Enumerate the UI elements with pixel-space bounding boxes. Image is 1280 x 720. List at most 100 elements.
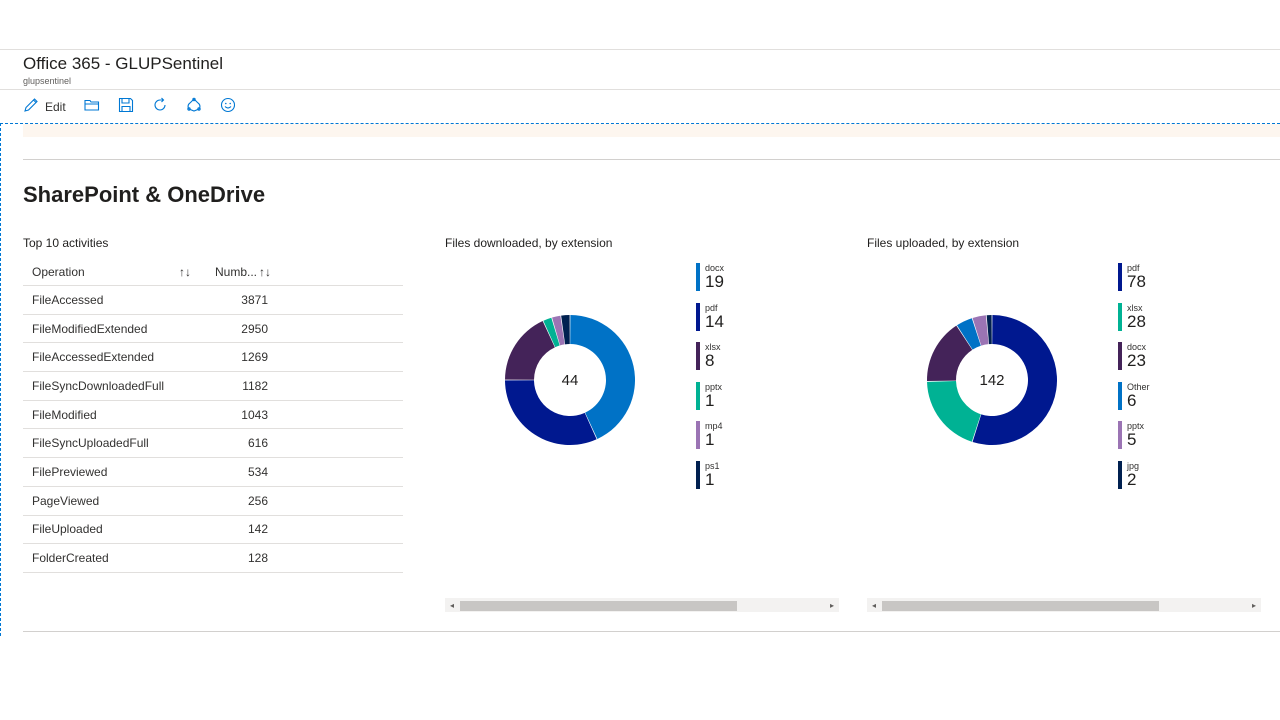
scrollbar-thumb[interactable] bbox=[882, 601, 1159, 611]
selection-border-top bbox=[0, 123, 1280, 124]
cell-operation: FileModified bbox=[32, 407, 97, 422]
legend-item[interactable]: docx 19 bbox=[696, 263, 756, 303]
donut-slice-pdf[interactable] bbox=[505, 380, 597, 445]
legend-item[interactable]: mp4 1 bbox=[696, 421, 756, 461]
header-divider bbox=[0, 89, 1280, 90]
legend-value: 78 bbox=[1127, 272, 1146, 291]
legend-item[interactable]: pdf 14 bbox=[696, 302, 756, 343]
donut-slice-xlsx[interactable] bbox=[927, 381, 981, 442]
sort-icon[interactable]: ↑↓ bbox=[179, 264, 191, 279]
column-header-operation[interactable]: Operation ↑↓ bbox=[23, 265, 201, 279]
cell-count: 616 bbox=[247, 436, 268, 451]
table-row[interactable]: FileSyncDownloadedFull 1182 bbox=[23, 372, 403, 401]
downloads-legend: docx 19 pdf 14 xlsx 8 pptx 1 mp4 1 ps1 1 bbox=[696, 263, 756, 500]
legend-label: pptx bbox=[1127, 421, 1145, 431]
legend-item[interactable]: xlsx 8 bbox=[696, 342, 756, 382]
cell-count: 3871 bbox=[241, 292, 268, 307]
legend-swatch bbox=[1118, 381, 1122, 410]
cell-operation: FileSyncDownloadedFull bbox=[32, 378, 165, 393]
column-header-number[interactable]: Numb... ↑↓ bbox=[201, 265, 271, 279]
scroll-right-icon[interactable]: ▸ bbox=[829, 601, 834, 610]
donut-slice-ps1[interactable] bbox=[561, 315, 570, 345]
legend-value: 14 bbox=[705, 311, 724, 331]
table-row[interactable]: FileAccessedExtended 1269 bbox=[23, 343, 403, 373]
cell-count: 1269 bbox=[241, 350, 268, 365]
table-row[interactable]: FolderCreated 128 bbox=[23, 544, 403, 573]
downloads-donut-svg bbox=[505, 315, 635, 445]
donut-slice-pdf[interactable] bbox=[972, 315, 1057, 445]
uploads-donut-svg bbox=[927, 315, 1057, 445]
open-button[interactable] bbox=[84, 97, 100, 117]
table-row[interactable]: FileAccessed 3871 bbox=[23, 286, 403, 315]
dashboard-subtitle: glupsentinel bbox=[23, 76, 72, 86]
cell-count: 142 bbox=[247, 522, 268, 537]
scroll-right-icon[interactable]: ▸ bbox=[1251, 601, 1256, 610]
table-row[interactable]: FileUploaded 142 bbox=[23, 516, 403, 545]
cell-operation: FolderCreated bbox=[32, 551, 109, 566]
donut-slice-docx[interactable] bbox=[570, 315, 635, 439]
scroll-left-icon[interactable]: ◂ bbox=[450, 601, 455, 610]
smiley-icon bbox=[220, 97, 236, 118]
table-row[interactable]: FileModifiedExtended 2950 bbox=[23, 315, 403, 344]
column-label-operation: Operation bbox=[32, 264, 85, 279]
legend-item[interactable]: pptx 1 bbox=[696, 381, 756, 422]
legend-value: 1 bbox=[705, 430, 715, 449]
share-icon bbox=[186, 97, 202, 118]
legend-item[interactable]: xlsx 28 bbox=[1118, 302, 1178, 343]
table-row[interactable]: FilePreviewed 534 bbox=[23, 458, 403, 487]
toolbar: Edit bbox=[23, 97, 254, 117]
activities-table: Operation ↑↓ Numb... ↑↓ FileAccessed 3871… bbox=[23, 258, 403, 573]
cell-count: 256 bbox=[247, 493, 268, 508]
table-row[interactable]: FileSyncUploadedFull 616 bbox=[23, 429, 403, 459]
sort-icon[interactable]: ↑↓ bbox=[259, 264, 271, 279]
legend-label: xlsx bbox=[1127, 302, 1143, 313]
downloads-scrollbar[interactable]: ◂ ▸ bbox=[445, 598, 839, 612]
donut-slice-jpg[interactable] bbox=[986, 315, 992, 345]
donut-slice-pptx[interactable] bbox=[972, 315, 989, 346]
legend-item[interactable]: pptx 5 bbox=[1118, 421, 1178, 461]
legend-swatch bbox=[696, 421, 700, 449]
table-row[interactable]: FileModified 1043 bbox=[23, 401, 403, 430]
activities-title: Top 10 activities bbox=[23, 236, 109, 250]
section-divider-top bbox=[23, 159, 1280, 160]
donut-slice-docx[interactable] bbox=[927, 325, 973, 382]
donut-slice-xlsx[interactable] bbox=[505, 321, 555, 380]
uploads-legend: pdf 78 xlsx 28 docx 23 Other 6 pptx 5 jpg 2 bbox=[1118, 263, 1178, 500]
downloads-total: 44 bbox=[561, 371, 579, 389]
save-button[interactable] bbox=[118, 97, 134, 117]
cell-operation: FileUploaded bbox=[32, 522, 103, 537]
legend-item[interactable]: docx 23 bbox=[1118, 342, 1178, 382]
feedback-button[interactable] bbox=[220, 97, 236, 117]
legend-item[interactable]: ps1 1 bbox=[696, 460, 756, 501]
share-button[interactable] bbox=[186, 97, 202, 117]
cell-operation: FileAccessedExtended bbox=[32, 350, 155, 365]
folder-open-icon bbox=[84, 97, 100, 118]
donut-slice-other[interactable] bbox=[956, 318, 981, 350]
legend-swatch bbox=[696, 381, 700, 410]
selection-border-left bbox=[0, 123, 1, 636]
legend-swatch bbox=[1118, 263, 1122, 291]
legend-label: pdf bbox=[705, 302, 718, 313]
uploads-scrollbar[interactable]: ◂ ▸ bbox=[867, 598, 1261, 612]
legend-label: ps1 bbox=[705, 460, 720, 471]
legend-item[interactable]: pdf 78 bbox=[1118, 263, 1178, 303]
legend-swatch bbox=[1118, 342, 1122, 370]
cell-count: 1182 bbox=[242, 378, 268, 393]
legend-swatch bbox=[1118, 460, 1122, 489]
column-label-number: Numb... bbox=[214, 264, 257, 279]
save-icon bbox=[118, 97, 134, 118]
refresh-button[interactable] bbox=[152, 97, 168, 117]
edit-button[interactable]: Edit bbox=[23, 97, 66, 117]
legend-label: docx bbox=[1127, 342, 1147, 352]
legend-swatch bbox=[696, 302, 700, 331]
table-row[interactable]: PageViewed 256 bbox=[23, 487, 403, 516]
legend-item[interactable]: Other 6 bbox=[1118, 381, 1178, 422]
donut-slice-mp4[interactable] bbox=[552, 315, 565, 346]
donut-slice-pptx[interactable] bbox=[543, 317, 560, 348]
cell-operation: FileModifiedExtended bbox=[32, 321, 148, 336]
scroll-left-icon[interactable]: ◂ bbox=[872, 601, 877, 610]
scrollbar-thumb[interactable] bbox=[460, 601, 737, 611]
legend-item[interactable]: jpg 2 bbox=[1118, 460, 1178, 501]
cell-count: 128 bbox=[247, 551, 268, 566]
cell-count: 1043 bbox=[241, 407, 268, 422]
